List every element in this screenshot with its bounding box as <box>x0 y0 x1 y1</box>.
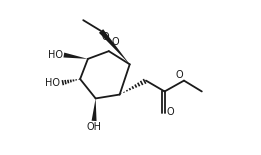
Text: O: O <box>167 107 174 117</box>
Text: HO: HO <box>48 50 63 60</box>
Polygon shape <box>92 98 97 121</box>
Text: O: O <box>102 32 109 42</box>
Text: OH: OH <box>87 122 102 133</box>
Text: O: O <box>111 37 119 47</box>
Polygon shape <box>99 29 130 64</box>
Polygon shape <box>63 53 88 59</box>
Text: O: O <box>175 70 183 80</box>
Text: HO: HO <box>45 78 60 88</box>
